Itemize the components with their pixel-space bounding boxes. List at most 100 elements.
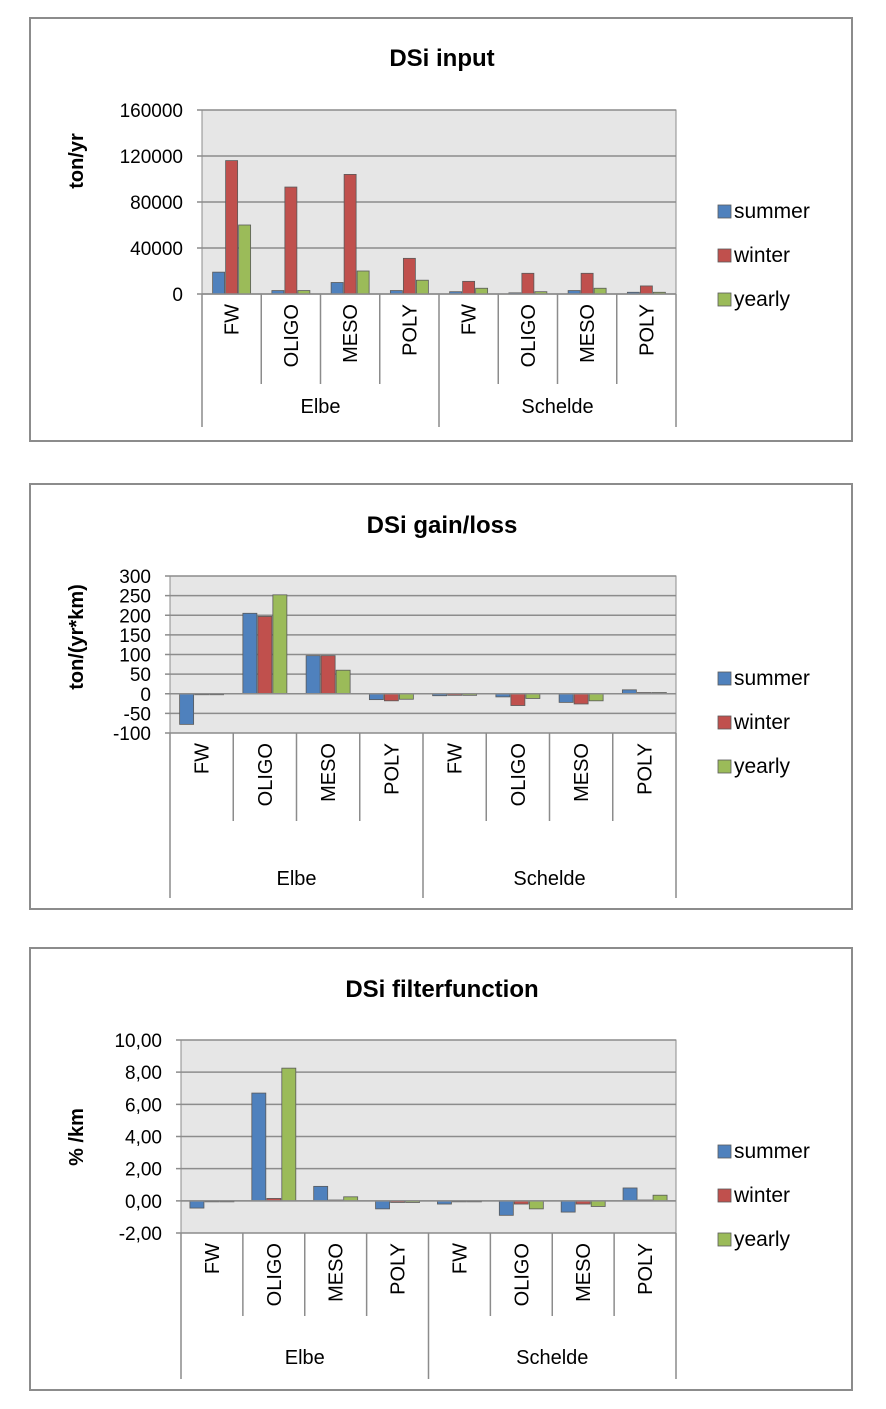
bar-winter-2 (320, 655, 336, 695)
bar-yearly-6 (590, 1200, 606, 1207)
bar-summer-0 (179, 693, 195, 725)
bar-yearly-2 (335, 669, 351, 695)
y-tick-label: 8,00 (125, 1063, 162, 1084)
category-label: OLIGO (508, 743, 530, 806)
category-label: OLIGO (255, 743, 277, 806)
category-label: FW (222, 304, 244, 335)
bar-summer-6 (558, 693, 574, 703)
bar-yearly-2 (356, 270, 370, 295)
group-label: Schelde (513, 868, 585, 890)
chart-title: DSi gain/loss (367, 512, 518, 539)
bar-winter-3 (383, 693, 399, 702)
y-tick-label: -100 (113, 724, 151, 745)
bar-summer-1 (242, 612, 258, 695)
bar-winter-1 (284, 186, 298, 295)
legend-swatch (717, 1232, 732, 1247)
bar-yearly-5 (528, 1200, 544, 1210)
group-label: Schelde (516, 1347, 588, 1369)
y-tick-label: 200 (119, 606, 151, 627)
bar-winter-7 (639, 285, 653, 295)
legend-label: summer (734, 667, 810, 690)
legend-swatch (717, 1144, 732, 1159)
category-label: POLY (399, 304, 421, 356)
category-label: POLY (636, 304, 658, 356)
y-tick-label: 160000 (120, 101, 183, 122)
y-axis-label: ton/yr (66, 133, 88, 189)
y-tick-label: 0 (172, 285, 183, 306)
y-tick-label: 250 (119, 587, 151, 608)
legend-label: winter (733, 711, 790, 734)
y-tick-label: -2,00 (119, 1224, 162, 1245)
y-tick-label: 0,00 (125, 1192, 162, 1213)
category-label: OLIGO (281, 304, 303, 367)
chart-dsi-gain-loss: DSi gain/loss ton/(yr*km) 300 250 200 150 100 5… (29, 483, 853, 910)
category-label: POLY (634, 743, 656, 795)
group-label: Schelde (521, 396, 593, 418)
bar-winter-4 (462, 280, 476, 295)
category-label: POLY (635, 1243, 657, 1295)
group-label: Elbe (300, 396, 340, 418)
bar-summer-3 (375, 1200, 390, 1210)
legend-swatch (717, 248, 732, 263)
chart-dsi-filterfunction: DSi filterfunction % /km 10,00 8,00 6,00 4,00… (29, 947, 853, 1391)
y-tick-label: 100 (119, 646, 151, 667)
category-label: FW (192, 743, 214, 774)
category-label: MESO (571, 743, 593, 802)
bar-winter-6 (580, 272, 594, 295)
y-axis-label: ton/(yr*km) (66, 584, 88, 690)
bar-winter-2 (343, 173, 357, 295)
bar-summer-0 (189, 1200, 205, 1209)
y-tick-label: 6,00 (125, 1095, 162, 1116)
y-tick-label: 10,00 (114, 1031, 162, 1052)
bar-yearly-6 (593, 287, 607, 295)
bar-yearly-6 (588, 693, 604, 702)
chart-title: DSi input (389, 45, 494, 72)
y-tick-label: 300 (119, 567, 151, 588)
bar-yearly-1 (272, 594, 288, 695)
legend-swatch (717, 1188, 732, 1203)
chart-title: DSi filterfunction (345, 976, 538, 1003)
bar-summer-3 (368, 693, 384, 701)
bar-summer-1 (251, 1092, 267, 1202)
bar-winter-6 (573, 693, 589, 705)
category-label: MESO (573, 1243, 595, 1302)
bar-yearly-0 (238, 224, 252, 295)
y-tick-label: -50 (124, 704, 151, 725)
category-label: MESO (318, 743, 340, 802)
bar-yearly-1 (281, 1067, 297, 1202)
chart-svg: DSi input ton/yr 160000 120000 80000 40000 0 FW… (66, 45, 810, 427)
legend-label: summer (734, 200, 810, 223)
bar-yearly-7 (652, 1194, 668, 1202)
bar-summer-5 (498, 1200, 514, 1216)
group-label: Elbe (285, 1347, 325, 1369)
y-tick-label: 50 (130, 665, 151, 686)
bar-summer-0 (212, 271, 226, 295)
legend-label: yearly (734, 1228, 791, 1251)
bar-winter-5 (510, 693, 526, 706)
legend-label: winter (733, 244, 790, 267)
bar-yearly-4 (475, 287, 489, 295)
y-tick-label: 40000 (130, 239, 183, 260)
bar-summer-2 (330, 282, 344, 295)
group-label: Elbe (276, 868, 316, 890)
category-label: POLY (381, 743, 403, 795)
bar-yearly-3 (415, 279, 429, 295)
legend-label: yearly (734, 755, 791, 778)
y-tick-label: 80000 (130, 193, 183, 214)
category-label: OLIGO (518, 304, 540, 367)
category-label: FW (449, 1243, 471, 1274)
legend-swatch (717, 759, 732, 774)
bar-winter-5 (521, 272, 535, 295)
chart-dsi-input: DSi input ton/yr 160000 120000 80000 40000 0 FW… (29, 17, 853, 442)
bar-summer-2 (305, 655, 321, 695)
category-label: FW (459, 304, 481, 335)
category-label: POLY (388, 1243, 410, 1295)
legend-label: winter (733, 1184, 790, 1207)
y-tick-label: 4,00 (125, 1128, 162, 1149)
legend-swatch (717, 204, 732, 219)
bar-winter-0 (225, 160, 239, 295)
chart-svg: DSi gain/loss ton/(yr*km) 3002502001501005… (66, 512, 810, 898)
y-tick-label: 120000 (120, 147, 183, 168)
legend-swatch (717, 671, 732, 686)
chart-svg: DSi filterfunction % /km 10,00 8,00 6,00 4,00… (66, 976, 810, 1379)
